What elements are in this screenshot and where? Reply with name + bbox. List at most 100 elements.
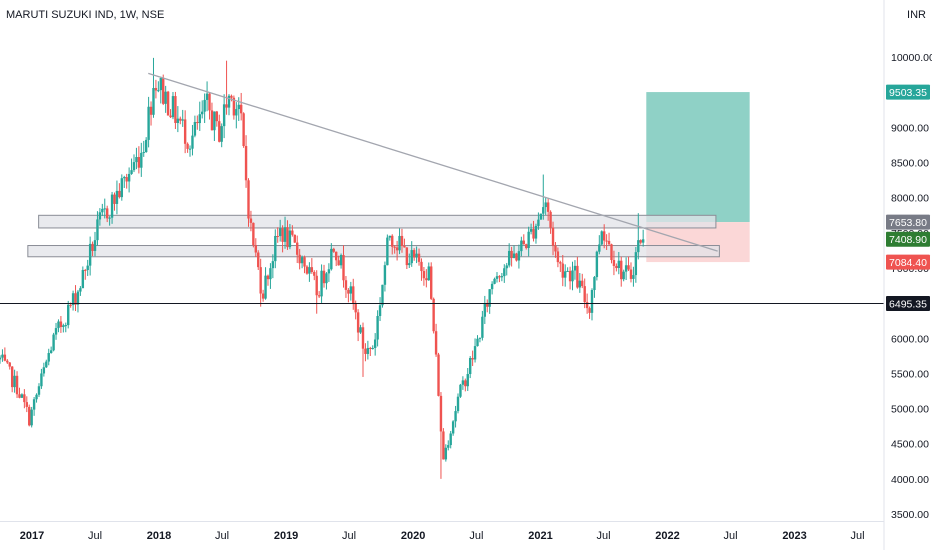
- candle-body-56: [132, 162, 136, 171]
- candle-body-165: [398, 235, 401, 251]
- candle-body-172: [415, 253, 418, 258]
- price-label-box: [886, 295, 930, 311]
- candle-body-39: [91, 243, 94, 251]
- candle-body-79: [188, 148, 192, 150]
- price-label-box: [886, 214, 930, 230]
- y-tick-label: 9000.00: [891, 122, 929, 134]
- candle-body-125: [300, 257, 304, 264]
- candle-body-108: [259, 267, 262, 294]
- candle-body-216: [522, 240, 525, 245]
- candle-body-76: [181, 119, 184, 121]
- x-tick-label: Jul: [342, 530, 356, 542]
- x-tick-label: 2019: [274, 530, 298, 542]
- candle-body-181: [437, 354, 440, 396]
- candle-body-204: [493, 278, 496, 284]
- candle-body-91: [218, 121, 221, 142]
- candle-body-248: [600, 231, 603, 245]
- candle-body-263: [637, 240, 640, 253]
- currency-label[interactable]: INR: [907, 9, 926, 21]
- candle-body-72: [171, 96, 175, 118]
- candle-body-214: [517, 251, 521, 261]
- candle-body-119: [286, 227, 289, 248]
- candle-body-68: [162, 78, 165, 104]
- candle-body-86: [205, 93, 209, 100]
- candle-body-21: [47, 353, 50, 362]
- candle-body-211: [510, 250, 513, 259]
- candle-body-26: [59, 321, 63, 328]
- candle-body-187: [451, 421, 455, 434]
- candle-body-33: [76, 291, 80, 305]
- candle-body-19: [42, 367, 46, 374]
- candle-body-87: [208, 93, 211, 111]
- candle-body-117: [281, 228, 284, 242]
- candle-body-110: [264, 275, 267, 299]
- candle-body-121: [291, 230, 294, 235]
- candle-body-10: [20, 394, 24, 398]
- candle-body-188: [454, 411, 457, 422]
- candle-body-104: [249, 218, 253, 223]
- candle-body-249: [602, 231, 606, 241]
- candle-body-50: [118, 190, 121, 198]
- candle-body-222: [537, 219, 540, 226]
- candle-body-242: [585, 302, 589, 309]
- candles-layer: [0, 57, 645, 479]
- candle-body-212: [512, 253, 516, 259]
- candle-body-247: [598, 244, 601, 252]
- candle-body-162: [391, 235, 394, 247]
- candle-body-210: [507, 250, 511, 266]
- candle-body-126: [303, 257, 306, 267]
- candle-body-135: [325, 273, 328, 284]
- candle-body-262: [634, 252, 638, 276]
- candle-body-196: [473, 346, 477, 360]
- candle-body-51: [120, 178, 124, 198]
- candle-body-190: [459, 384, 462, 397]
- price-labels-layer: 9503.35 7653.80 7408.90 7084.40 6495.35: [886, 84, 930, 311]
- candle-body-207: [500, 276, 504, 278]
- candle-body-84: [201, 111, 204, 115]
- candle-body-120: [288, 230, 292, 248]
- candle-body-253: [612, 260, 616, 266]
- candle-body-139: [334, 251, 338, 261]
- candle-body-103: [247, 180, 250, 219]
- price-label-box: [886, 231, 930, 247]
- time-axis[interactable]: 2017 Jul 2018 Jul 2019 Jul 2020 Jul 2021 Jul 2022 J…: [0, 521, 884, 543]
- candle-body-213: [515, 253, 518, 261]
- y-tick-label: 5000.00: [891, 404, 929, 416]
- price-label-text: 7408.90: [889, 234, 927, 246]
- candle-body-49: [115, 190, 119, 204]
- candle-body-8: [15, 375, 19, 395]
- candle-body-47: [110, 194, 114, 218]
- price-axis[interactable]: 3500.00 4000.00 4500.00 5000.00 5500.00 6000.…: [883, 0, 932, 550]
- candle-body-200: [483, 302, 487, 317]
- candle-body-96: [230, 95, 233, 98]
- candle-body-197: [476, 338, 479, 347]
- candle-body-228: [551, 227, 555, 246]
- candle-body-171: [412, 250, 416, 258]
- candle-body-16: [35, 394, 38, 400]
- candle-body-112: [269, 268, 272, 280]
- candle-body-252: [610, 244, 613, 261]
- candle-body-257: [622, 271, 625, 280]
- candle-body-114: [274, 235, 277, 262]
- candle-body-151: [364, 348, 367, 354]
- candle-body-73: [174, 96, 177, 123]
- y-tick-label: 8500.00: [891, 158, 929, 170]
- candle-body-113: [271, 261, 275, 269]
- candle-body-251: [607, 240, 611, 245]
- candle-body-106: [254, 245, 258, 253]
- candle-body-246: [595, 251, 599, 278]
- candle-body-217: [525, 244, 528, 248]
- candle-body-99: [237, 104, 240, 110]
- candle-body-149: [359, 327, 362, 333]
- candle-body-142: [342, 255, 345, 281]
- candle-body-20: [45, 361, 48, 368]
- candle-body-157: [378, 305, 382, 316]
- candle-body-199: [481, 316, 484, 338]
- candle-body-265: [641, 239, 645, 243]
- candle-body-61: [144, 139, 148, 153]
- candle-body-163: [393, 246, 396, 248]
- candle-body-202: [488, 289, 491, 307]
- candle-body-31: [71, 293, 75, 306]
